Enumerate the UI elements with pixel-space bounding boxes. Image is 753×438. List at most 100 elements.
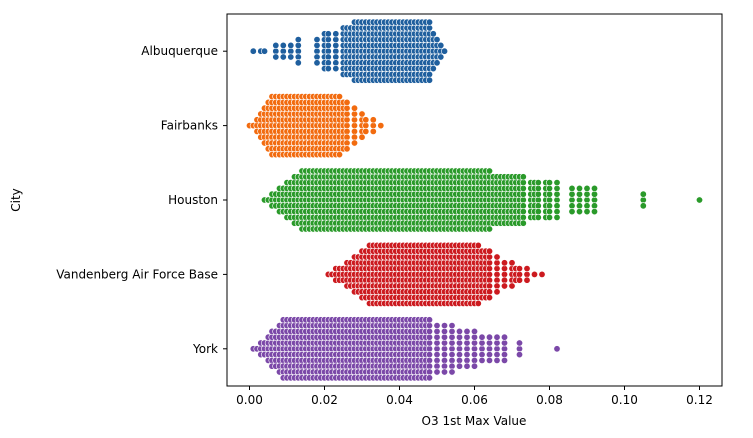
data-point	[425, 24, 433, 32]
data-point	[287, 41, 295, 49]
data-point	[272, 53, 280, 61]
data-point	[575, 190, 583, 198]
data-point	[369, 127, 377, 135]
data-point	[470, 356, 478, 364]
data-point	[485, 282, 493, 290]
data-point	[463, 327, 471, 335]
data-point	[343, 98, 351, 106]
data-point	[478, 333, 486, 341]
data-point	[425, 70, 433, 78]
data-point	[440, 368, 448, 376]
data-point	[493, 270, 501, 278]
data-point	[568, 202, 576, 210]
data-point	[493, 339, 501, 347]
data-point	[433, 351, 441, 359]
x-axis-label: O3 1st Max Value	[422, 414, 527, 428]
data-point	[545, 179, 553, 187]
data-point	[343, 110, 351, 118]
y-tick-label: Vandenberg Air Force Base	[56, 267, 218, 281]
data-point	[493, 265, 501, 273]
data-point	[343, 127, 351, 135]
data-point	[590, 202, 598, 210]
data-point	[519, 202, 527, 210]
data-point	[324, 41, 332, 49]
data-point	[313, 47, 321, 55]
data-point	[448, 322, 456, 330]
data-point	[478, 339, 486, 347]
data-point	[440, 322, 448, 330]
data-point	[553, 208, 561, 216]
data-point	[575, 202, 583, 210]
data-point	[470, 351, 478, 359]
data-point	[358, 133, 366, 141]
data-point	[350, 104, 358, 112]
data-point	[500, 270, 508, 278]
data-point	[332, 41, 340, 49]
y-tick-label: York	[192, 342, 218, 356]
data-point	[519, 190, 527, 198]
data-point	[440, 362, 448, 370]
data-point	[553, 179, 561, 187]
data-point	[324, 53, 332, 61]
data-point	[448, 362, 456, 370]
data-point	[545, 196, 553, 204]
data-point	[485, 339, 493, 347]
data-point	[332, 30, 340, 38]
data-point	[519, 184, 527, 192]
data-point	[534, 202, 542, 210]
data-point	[448, 368, 456, 376]
data-point	[500, 345, 508, 353]
data-point	[485, 259, 493, 267]
data-point	[350, 110, 358, 118]
data-point	[440, 333, 448, 341]
data-point	[493, 288, 501, 296]
data-point	[343, 104, 351, 112]
series-points	[249, 316, 561, 382]
data-point	[493, 333, 501, 341]
data-point	[553, 213, 561, 221]
data-point	[440, 351, 448, 359]
data-point	[332, 36, 340, 44]
data-point	[534, 179, 542, 187]
data-point	[553, 184, 561, 192]
y-tick-label: Houston	[168, 193, 218, 207]
data-point	[583, 190, 591, 198]
data-point	[433, 362, 441, 370]
data-point	[448, 327, 456, 335]
data-point	[440, 345, 448, 353]
data-point	[485, 247, 493, 255]
data-point	[260, 47, 268, 55]
data-point	[500, 259, 508, 267]
data-point	[425, 18, 433, 26]
data-point	[362, 116, 370, 124]
y-axis-label: City	[9, 188, 23, 212]
data-point	[448, 345, 456, 353]
data-point	[575, 208, 583, 216]
data-point	[448, 351, 456, 359]
data-point	[500, 333, 508, 341]
series-points	[249, 18, 448, 84]
data-point	[294, 59, 302, 67]
data-point	[515, 265, 523, 273]
data-point	[433, 368, 441, 376]
data-point	[553, 202, 561, 210]
data-point	[369, 122, 377, 130]
data-point	[519, 196, 527, 204]
data-point	[485, 225, 493, 233]
data-point	[519, 213, 527, 221]
data-point	[362, 122, 370, 130]
data-point	[433, 333, 441, 341]
data-point	[470, 345, 478, 353]
data-point	[343, 116, 351, 124]
data-point	[324, 65, 332, 73]
data-point	[324, 59, 332, 67]
data-point	[463, 356, 471, 364]
data-point	[313, 36, 321, 44]
data-point	[515, 351, 523, 359]
data-point	[463, 339, 471, 347]
data-point	[568, 184, 576, 192]
data-point	[485, 345, 493, 353]
data-point	[583, 202, 591, 210]
data-point	[287, 53, 295, 61]
data-point	[279, 41, 287, 49]
